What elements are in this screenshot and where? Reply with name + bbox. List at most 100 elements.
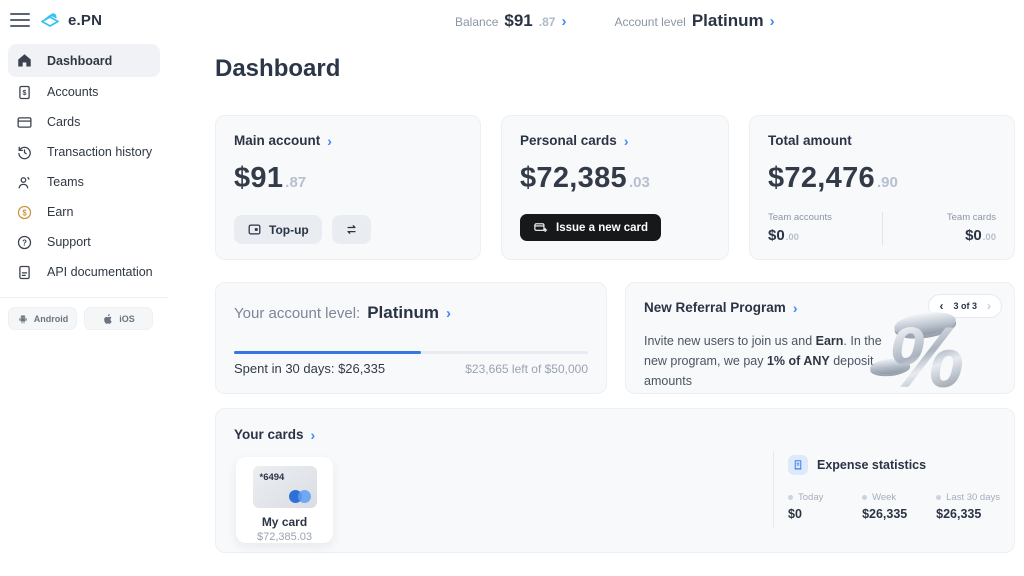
people-icon (16, 174, 33, 191)
total-amount-title: Total amount (768, 133, 996, 148)
issue-new-card-button[interactable]: Issue a new card (520, 214, 662, 241)
personal-cards-card: Personal cards › $72,385 .03 Issue a new… (501, 115, 729, 260)
total-amount-card: Total amount $72,476 .90 Team accounts $… (749, 115, 1015, 260)
wallet-icon (248, 224, 261, 235)
logo-stack-icon (41, 13, 59, 27)
main-account-title[interactable]: Main account › (234, 133, 462, 148)
card-masked-number: *6494 (259, 472, 285, 483)
card-tile-my-card[interactable]: *6494 My card $72,385.03 (236, 457, 333, 543)
team-cards-cents: .00 (982, 232, 996, 243)
account-level-value: Platinum (691, 11, 764, 30)
question-circle-icon: ? (16, 234, 33, 251)
top-up-label: Top-up (269, 222, 309, 237)
sidebar-item-label: Accounts (47, 85, 99, 99)
main-account-title-text: Main account (234, 133, 321, 148)
referral-title[interactable]: New Referral Program › (644, 300, 996, 315)
page-title: Dashboard (215, 55, 341, 82)
spent-30-days-text: Spent in 30 days: $26,335 (234, 361, 386, 376)
your-cards-title-text: Your cards (234, 427, 304, 442)
document-icon (16, 264, 33, 281)
team-totals: Team accounts $0 .00 Team cards $0 .00 (768, 212, 996, 245)
top-header: e.PN Balance $91 .87 › Account level Pla… (0, 0, 1024, 42)
expense-statistics-title: Expense statistics (817, 458, 927, 472)
amount-cents: .03 (628, 174, 650, 191)
amount-left-text: $23,665 left of $50,000 (465, 362, 588, 376)
sidebar-item-label: Teams (47, 175, 84, 189)
vertical-divider (773, 451, 774, 529)
pager-prev-icon[interactable]: ‹ (939, 299, 944, 313)
exchange-button[interactable] (331, 215, 371, 244)
bullet-dot-icon (936, 495, 942, 500)
account-level-link[interactable]: Your account level: Platinum › (234, 303, 588, 323)
logo-text: e.PN (68, 11, 103, 29)
pager-text: 3 of 3 (953, 301, 977, 311)
chevron-right-icon: › (623, 132, 629, 149)
ios-app-button[interactable]: iOS (84, 307, 153, 330)
personal-cards-title[interactable]: Personal cards › (520, 133, 710, 148)
account-level-label: Your account level: (234, 305, 361, 322)
sidebar-item-label: Earn (47, 205, 74, 219)
header-balance[interactable]: Balance $91 .87 › (455, 11, 566, 31)
sidebar-item-label: Support (47, 235, 91, 249)
expense-statistics: Expense statistics Today $0 Week $26,335… (788, 455, 1000, 521)
chevron-right-icon: › (769, 13, 775, 30)
stat-today: Today $0 (788, 492, 862, 521)
card-network-icon (288, 490, 311, 503)
mini-card-graphic: *6494 (252, 466, 317, 508)
pager-next-icon[interactable]: › (987, 299, 991, 313)
sidebar-divider (0, 297, 168, 298)
card-name: My card (261, 515, 308, 529)
app-logo[interactable]: e.PN (38, 8, 102, 32)
sidebar-item-support[interactable]: ? Support (8, 227, 160, 257)
hamburger-menu-icon[interactable] (10, 13, 30, 27)
svg-text:?: ? (22, 238, 27, 247)
stat-label: Week (872, 492, 897, 503)
account-document-icon: $ (16, 84, 33, 101)
sidebar-item-dashboard[interactable]: Dashboard (8, 44, 160, 77)
your-cards-card: Your cards › *6494 My card $72,385.03 Ex… (215, 408, 1015, 553)
sidebar-item-teams[interactable]: Teams (8, 167, 160, 197)
team-accounts-value: $0 (768, 227, 785, 244)
issue-new-card-label: Issue a new card (556, 221, 649, 234)
sidebar-item-cards[interactable]: Cards (8, 107, 160, 137)
balance-value: $91 (504, 11, 533, 30)
android-app-button[interactable]: Android (8, 307, 77, 330)
team-accounts-cents: .00 (785, 232, 799, 243)
sidebar-item-api-documentation[interactable]: API documentation (8, 257, 160, 287)
team-accounts-label: Team accounts (768, 212, 832, 223)
chevron-right-icon: › (446, 305, 451, 322)
referral-text-mid: . In the new program, we pay (644, 334, 882, 368)
referral-pager: ‹ 3 of 3 › (928, 294, 1002, 318)
svg-text:$: $ (23, 88, 27, 96)
team-cards-value: $0 (965, 227, 982, 244)
total-amount-title-text: Total amount (768, 133, 852, 148)
bullet-dot-icon (788, 495, 793, 500)
top-up-button[interactable]: Top-up (234, 215, 322, 244)
team-cards-label: Team cards (946, 212, 996, 223)
balance-label: Balance (455, 15, 499, 29)
sidebar-item-label: Transaction history (47, 145, 153, 159)
stat-label: Last 30 days (946, 492, 1000, 503)
chevron-right-icon: › (792, 299, 798, 316)
total-amount-value: $72,476 .90 (768, 162, 996, 195)
your-cards-title[interactable]: Your cards › (234, 427, 996, 442)
header-account-level[interactable]: Account level Platinum › (614, 11, 774, 31)
team-accounts: Team accounts $0 .00 (768, 212, 876, 245)
sidebar-item-label: Dashboard (47, 53, 113, 68)
sidebar-item-transaction-history[interactable]: Transaction history (8, 137, 160, 167)
chevron-right-icon: › (561, 13, 567, 30)
history-icon (16, 144, 33, 161)
amount-cents: .90 (876, 174, 898, 191)
sidebar-item-accounts[interactable]: $ Accounts (8, 77, 160, 107)
percent-glyph: % (888, 315, 964, 393)
receipt-icon (788, 455, 808, 475)
balance-cents: .87 (538, 15, 556, 29)
referral-program-card: New Referral Program › ‹ 3 of 3 › Invite… (625, 282, 1015, 394)
sidebar-item-label: API documentation (47, 265, 153, 279)
ios-label: iOS (119, 313, 135, 324)
sidebar-item-earn[interactable]: $ Earn (8, 197, 160, 227)
percent-coins-illustration: % (869, 308, 996, 393)
personal-cards-title-text: Personal cards (520, 133, 617, 148)
account-level-value: Platinum (367, 303, 439, 322)
